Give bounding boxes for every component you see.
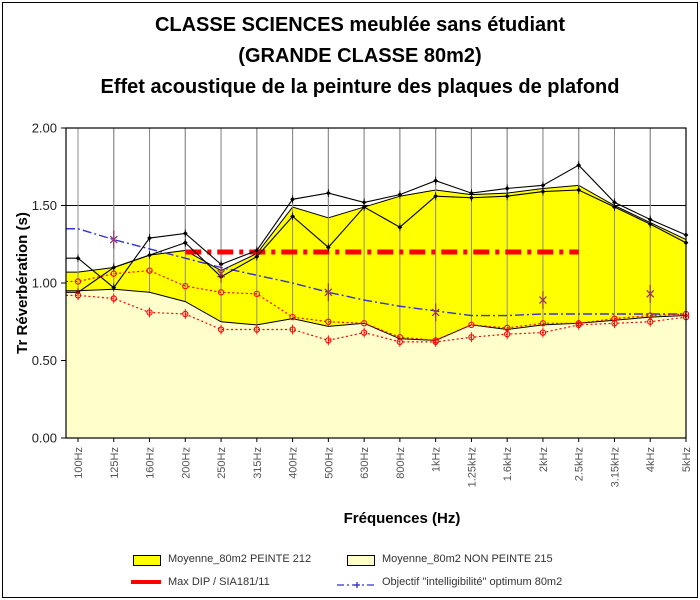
y-tick-label: 1.50 — [32, 198, 57, 213]
x-tick-label: 800Hz — [395, 447, 407, 479]
y-axis-title: Tr Réverbération (s) — [14, 212, 31, 354]
x-axis-labels: 100Hz 125Hz 160Hz 200Hz 250Hz 315Hz 400Hz 500Hz… — [73, 438, 693, 487]
x-tick-label: 630Hz — [359, 447, 371, 479]
x-tick-label: 2kHz — [538, 447, 550, 472]
x-tick-label: 2.5kHz — [574, 447, 586, 481]
y-axis-labels: 0.00 0.50 1.00 1.50 2.00 — [32, 121, 66, 446]
chart-title-line-1: CLASSE SCIENCES meublée sans étudiant — [154, 14, 566, 36]
x-tick-label: 4kHz — [645, 447, 657, 472]
chart-title: CLASSE SCIENCES meublée sans étudiant (G… — [30, 10, 690, 103]
plot-area: 0.00 0.50 1.00 1.50 2.00 100Hz 125Hz 160Hz 200Hz… — [32, 121, 693, 488]
series-objectif — [66, 228, 686, 317]
x-tick-label: 160Hz — [145, 447, 157, 479]
x-tick-label: 200Hz — [180, 447, 192, 479]
chart-title-line-2: (GRANDE CLASSE 80m2) — [238, 45, 482, 67]
chart-title-line-3: Effet acoustique de la peinture des plaq… — [100, 76, 620, 98]
x-tick-label: 125Hz — [109, 447, 121, 479]
x-tick-label: 1kHz — [431, 447, 443, 472]
x-tick-label: 250Hz — [216, 447, 228, 479]
x-axis-title: Fréquences (Hz) — [344, 510, 461, 527]
x-tick-label: 400Hz — [288, 447, 300, 479]
series-mesure-rouge-2 — [66, 290, 690, 347]
x-tick-label: 500Hz — [323, 447, 335, 479]
series-mesure-noire-2 — [66, 186, 689, 297]
x-tick-label: 315Hz — [252, 447, 264, 479]
x-tick-label: 1.6kHz — [502, 447, 514, 481]
x-tick-label: 1.25kHz — [466, 447, 478, 487]
x-tick-label: 100Hz — [73, 447, 85, 479]
gridlines-over-yellow — [77, 128, 687, 341]
x-tick-label: 3.15kHz — [609, 447, 621, 487]
y-tick-label: 1.00 — [32, 276, 57, 291]
y-tick-label: 0.50 — [32, 353, 57, 368]
series-points-octave — [109, 230, 655, 322]
y-tick-label: 2.00 — [32, 121, 57, 136]
y-tick-label: 0.00 — [32, 431, 57, 446]
x-tick-label: 5kHz — [681, 447, 693, 472]
